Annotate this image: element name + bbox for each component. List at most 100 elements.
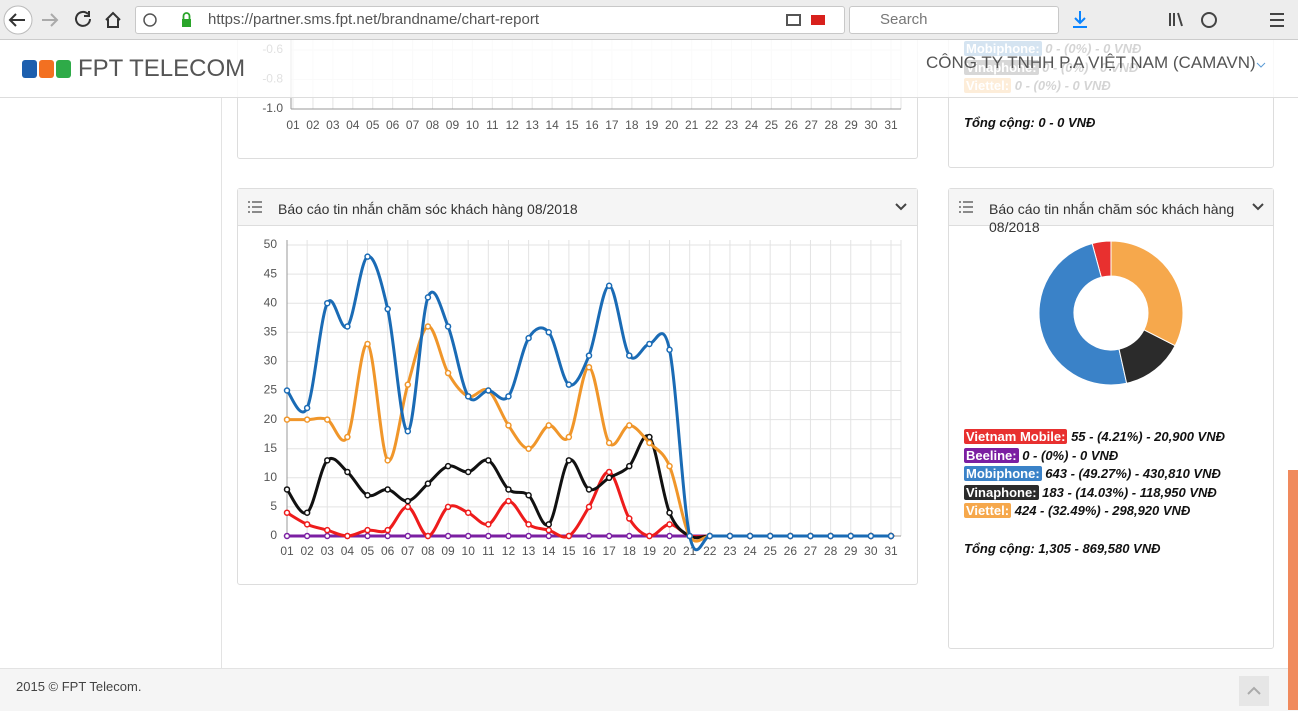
point — [303, 509, 311, 516]
scrollbar — [1288, 470, 1298, 710]
point — [444, 323, 452, 330]
x-tick-label: 18 — [623, 544, 637, 558]
point — [585, 363, 593, 371]
x-tick-label: 16 — [585, 118, 599, 132]
point — [605, 439, 613, 447]
x-tick-label: 26 — [784, 544, 798, 558]
point — [525, 521, 532, 528]
menu-button[interactable] — [1270, 13, 1284, 27]
x-tick-label: 02 — [306, 118, 320, 132]
point — [303, 521, 311, 528]
legend-badge: Vietnam Mobile: — [964, 429, 1068, 444]
forward-button[interactable] — [42, 13, 59, 27]
point — [545, 422, 552, 429]
point — [726, 532, 734, 540]
sidebar — [0, 98, 222, 668]
company-menu[interactable]: CÔNG TY TNHH P.A VIỆT NAM (CAMAVN) — [926, 53, 1256, 72]
y-tick-label: 20 — [264, 412, 278, 426]
page-actions — [786, 14, 825, 26]
legend-badge: Mobiphone: — [964, 466, 1042, 482]
x-tick-label: 19 — [645, 118, 659, 132]
home-button[interactable] — [105, 11, 121, 28]
point — [424, 294, 432, 301]
total: Tổng cộng: 0 - 0 VNĐ — [964, 114, 1096, 130]
point — [525, 492, 532, 499]
downloads-button[interactable] — [1073, 11, 1087, 28]
point — [666, 462, 673, 470]
x-tick-label: 03 — [326, 118, 340, 132]
pie-slice — [1110, 240, 1184, 347]
legend-text: 0 - (0%) - 0 VNĐ — [1022, 447, 1119, 463]
point — [404, 381, 412, 388]
search-box[interactable]: Search — [849, 6, 1059, 34]
x-tick-label: 17 — [602, 544, 616, 558]
legend-text: 643 - (49.27%) - 430,810 VNĐ — [1045, 466, 1221, 482]
point — [545, 521, 552, 528]
legend-item: Mobiphone: 643 - (49.27%) - 430,810 VNĐ — [964, 465, 1256, 484]
x-tick-label: 22 — [703, 544, 717, 558]
legend-item: Vinaphone: 183 - (14.03%) - 118,950 VNĐ — [964, 484, 1256, 503]
y-tick-label: 50 — [264, 237, 278, 251]
point — [646, 439, 653, 447]
card-header: Báo cáo tin nhắn chăm sóc khách hàng 08/… — [949, 189, 1273, 235]
x-tick-label: 07 — [401, 544, 415, 558]
y-tick-label: 30 — [264, 354, 278, 368]
point — [505, 486, 512, 493]
point — [746, 532, 754, 540]
point — [887, 532, 895, 540]
point — [404, 427, 412, 435]
point — [605, 532, 613, 540]
point — [404, 532, 412, 540]
point — [646, 340, 653, 348]
x-tick-label: 25 — [764, 544, 778, 558]
point — [525, 334, 532, 342]
point — [444, 503, 452, 511]
url-icons — [143, 12, 191, 27]
x-tick-label: 26 — [785, 118, 799, 132]
collapse-button[interactable] — [1251, 202, 1265, 212]
point — [324, 299, 331, 307]
pie-slice — [1038, 242, 1128, 386]
x-tick-label: 24 — [745, 118, 759, 132]
x-tick-label: 27 — [804, 544, 818, 558]
point — [464, 509, 472, 516]
line — [285, 255, 891, 552]
scroll-top-button[interactable] — [1239, 676, 1269, 706]
point — [384, 486, 391, 493]
point — [444, 532, 452, 540]
x-tick-label: 21 — [683, 544, 697, 558]
x-tick-label: 22 — [705, 118, 719, 132]
card: Báo cáo tin nhắn chăm sóc khách hàng 08/… — [237, 188, 918, 585]
footer: 2015 © FPT Telecom. — [0, 668, 1298, 711]
y-tick-label: 40 — [264, 295, 278, 309]
x-tick-label: 02 — [300, 544, 314, 558]
point — [646, 532, 653, 540]
x-tick-label: 30 — [864, 544, 878, 558]
legend-item: Beeline: 0 - (0%) - 0 VNĐ — [964, 447, 1256, 466]
x-tick-label: 29 — [844, 544, 858, 558]
reload-button[interactable] — [75, 10, 91, 27]
point — [827, 532, 834, 540]
point — [485, 457, 492, 464]
point — [404, 503, 412, 511]
x-tick-label: 13 — [522, 544, 536, 558]
chevron — [1256, 62, 1266, 68]
point — [464, 468, 472, 476]
x-tick-label: 20 — [665, 118, 679, 132]
legend-badge: Viettel: — [964, 503, 1012, 519]
point — [364, 532, 371, 540]
y-tick-label: -1.0 — [262, 101, 283, 115]
point — [525, 445, 532, 452]
point — [324, 457, 331, 464]
collapse-button[interactable] — [894, 202, 908, 212]
point — [666, 532, 673, 540]
point — [344, 532, 351, 540]
legend-text: 183 - (14.03%) - 118,950 VNĐ — [1042, 484, 1217, 500]
legend-text: 55 - (4.21%) - 20,900 VNĐ — [1071, 429, 1225, 444]
url-bar[interactable]: https://partner.sms.fpt.net/brandname/ch… — [135, 6, 845, 34]
point — [344, 433, 351, 441]
point — [787, 532, 794, 540]
point — [505, 422, 512, 429]
point — [424, 480, 432, 487]
x-tick-label: 21 — [685, 118, 699, 132]
